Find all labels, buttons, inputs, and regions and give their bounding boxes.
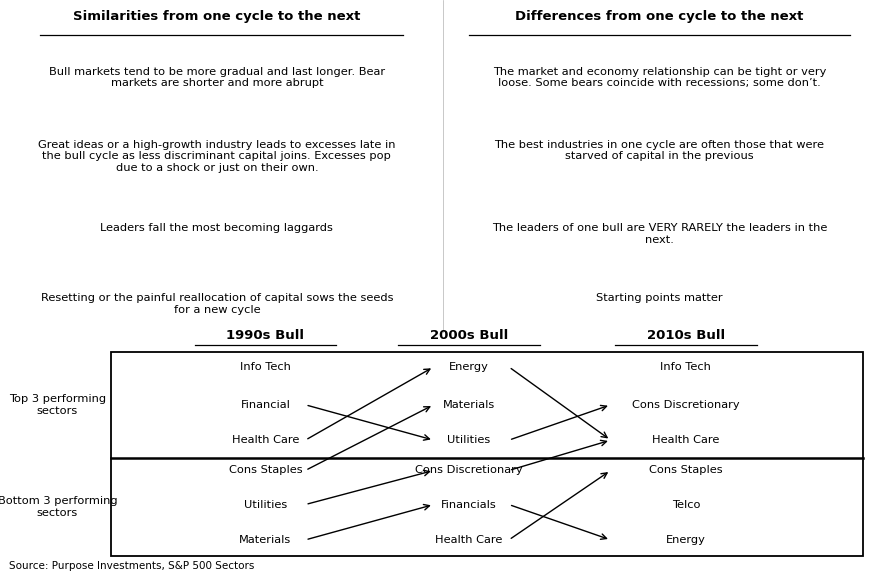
Text: Health Care: Health Care bbox=[652, 435, 720, 445]
Text: Resetting or the painful reallocation of capital sows the seeds
for a new cycle: Resetting or the painful reallocation of… bbox=[41, 293, 393, 315]
Text: The leaders of one bull are VERY RARELY the leaders in the
next.: The leaders of one bull are VERY RARELY … bbox=[492, 223, 827, 245]
Text: Starting points matter: Starting points matter bbox=[596, 293, 723, 303]
Text: Financials: Financials bbox=[442, 499, 496, 510]
Text: Health Care: Health Care bbox=[435, 535, 503, 545]
Text: Energy: Energy bbox=[666, 535, 706, 545]
Text: Cons Discretionary: Cons Discretionary bbox=[415, 466, 523, 475]
Text: Utilities: Utilities bbox=[448, 435, 490, 445]
Text: Great ideas or a high-growth industry leads to excesses late in
the bull cycle a: Great ideas or a high-growth industry le… bbox=[38, 140, 396, 173]
Text: Bottom 3 performing
sectors: Bottom 3 performing sectors bbox=[0, 497, 118, 518]
Text: Cons Staples: Cons Staples bbox=[649, 466, 723, 475]
Text: Leaders fall the most becoming laggards: Leaders fall the most becoming laggards bbox=[100, 223, 334, 233]
Text: Materials: Materials bbox=[239, 535, 292, 545]
Text: Similarities from one cycle to the next: Similarities from one cycle to the next bbox=[73, 10, 360, 23]
Text: Utilities: Utilities bbox=[244, 499, 287, 510]
Text: Info Tech: Info Tech bbox=[660, 362, 712, 372]
Text: Top 3 performing
sectors: Top 3 performing sectors bbox=[9, 394, 106, 416]
Text: Financial: Financial bbox=[241, 400, 290, 410]
Text: Source: Purpose Investments, S&P 500 Sectors: Source: Purpose Investments, S&P 500 Sec… bbox=[9, 561, 254, 572]
Text: Differences from one cycle to the next: Differences from one cycle to the next bbox=[515, 10, 804, 23]
Text: 2010s Bull: 2010s Bull bbox=[647, 329, 725, 342]
Text: Cons Staples: Cons Staples bbox=[228, 466, 303, 475]
Text: 2000s Bull: 2000s Bull bbox=[430, 329, 508, 342]
Text: Info Tech: Info Tech bbox=[240, 362, 291, 372]
Text: Telco: Telco bbox=[672, 499, 700, 510]
Text: Energy: Energy bbox=[449, 362, 489, 372]
Text: Cons Discretionary: Cons Discretionary bbox=[632, 400, 740, 410]
Text: 1990s Bull: 1990s Bull bbox=[227, 329, 304, 342]
Text: The market and economy relationship can be tight or very
loose. Some bears coinc: The market and economy relationship can … bbox=[493, 67, 826, 88]
Text: The best industries in one cycle are often those that were
starved of capital in: The best industries in one cycle are oft… bbox=[495, 140, 824, 161]
Text: Health Care: Health Care bbox=[232, 435, 299, 445]
Text: Materials: Materials bbox=[442, 400, 496, 410]
Text: Bull markets tend to be more gradual and last longer. Bear
markets are shorter a: Bull markets tend to be more gradual and… bbox=[49, 67, 385, 88]
Bar bbox=[111, 352, 863, 556]
